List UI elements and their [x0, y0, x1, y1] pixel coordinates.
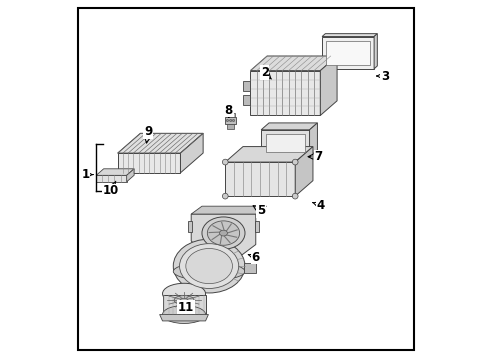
Ellipse shape	[207, 221, 240, 245]
Ellipse shape	[202, 217, 245, 249]
Text: 2: 2	[261, 66, 271, 79]
Text: 10: 10	[102, 181, 119, 197]
Bar	[243, 81, 250, 91]
Polygon shape	[326, 41, 370, 64]
Polygon shape	[374, 33, 377, 69]
Polygon shape	[261, 123, 318, 130]
Polygon shape	[160, 315, 208, 321]
Text: 1: 1	[81, 168, 93, 181]
Polygon shape	[96, 175, 126, 182]
Text: 4: 4	[313, 199, 324, 212]
Bar	[255, 221, 259, 232]
Polygon shape	[295, 147, 313, 196]
Text: 8: 8	[225, 104, 233, 117]
Ellipse shape	[220, 230, 227, 236]
Ellipse shape	[180, 298, 188, 302]
Polygon shape	[322, 33, 377, 37]
Polygon shape	[310, 123, 318, 157]
Bar	[243, 95, 250, 105]
Polygon shape	[322, 37, 374, 69]
Polygon shape	[118, 133, 203, 153]
Polygon shape	[225, 147, 313, 162]
Ellipse shape	[163, 283, 205, 304]
Polygon shape	[250, 56, 337, 71]
Circle shape	[222, 159, 228, 165]
Text: 9: 9	[144, 125, 152, 143]
Ellipse shape	[179, 244, 239, 288]
Bar	[225, 117, 236, 125]
Circle shape	[226, 120, 228, 122]
Bar	[226, 113, 235, 117]
Ellipse shape	[163, 306, 205, 323]
Circle shape	[293, 193, 298, 199]
Polygon shape	[266, 134, 305, 152]
Polygon shape	[118, 153, 180, 173]
Polygon shape	[245, 263, 256, 273]
Ellipse shape	[173, 239, 245, 293]
Text: 3: 3	[377, 69, 389, 82]
Polygon shape	[261, 130, 310, 157]
Ellipse shape	[186, 248, 232, 284]
Circle shape	[230, 120, 232, 122]
Ellipse shape	[174, 296, 194, 305]
Text: 5: 5	[253, 204, 265, 217]
Polygon shape	[163, 295, 205, 315]
Polygon shape	[191, 214, 256, 255]
Text: 7: 7	[308, 150, 322, 163]
Polygon shape	[191, 206, 267, 214]
Bar	[188, 221, 192, 232]
Polygon shape	[96, 169, 134, 175]
Bar	[227, 125, 234, 129]
Polygon shape	[180, 133, 203, 173]
Circle shape	[232, 120, 235, 122]
Circle shape	[293, 159, 298, 165]
Polygon shape	[250, 71, 320, 116]
Polygon shape	[126, 169, 134, 182]
Polygon shape	[225, 162, 295, 196]
Circle shape	[222, 193, 228, 199]
Ellipse shape	[173, 262, 245, 280]
Text: 6: 6	[248, 251, 260, 264]
Polygon shape	[320, 56, 337, 116]
Text: 11: 11	[178, 300, 195, 314]
